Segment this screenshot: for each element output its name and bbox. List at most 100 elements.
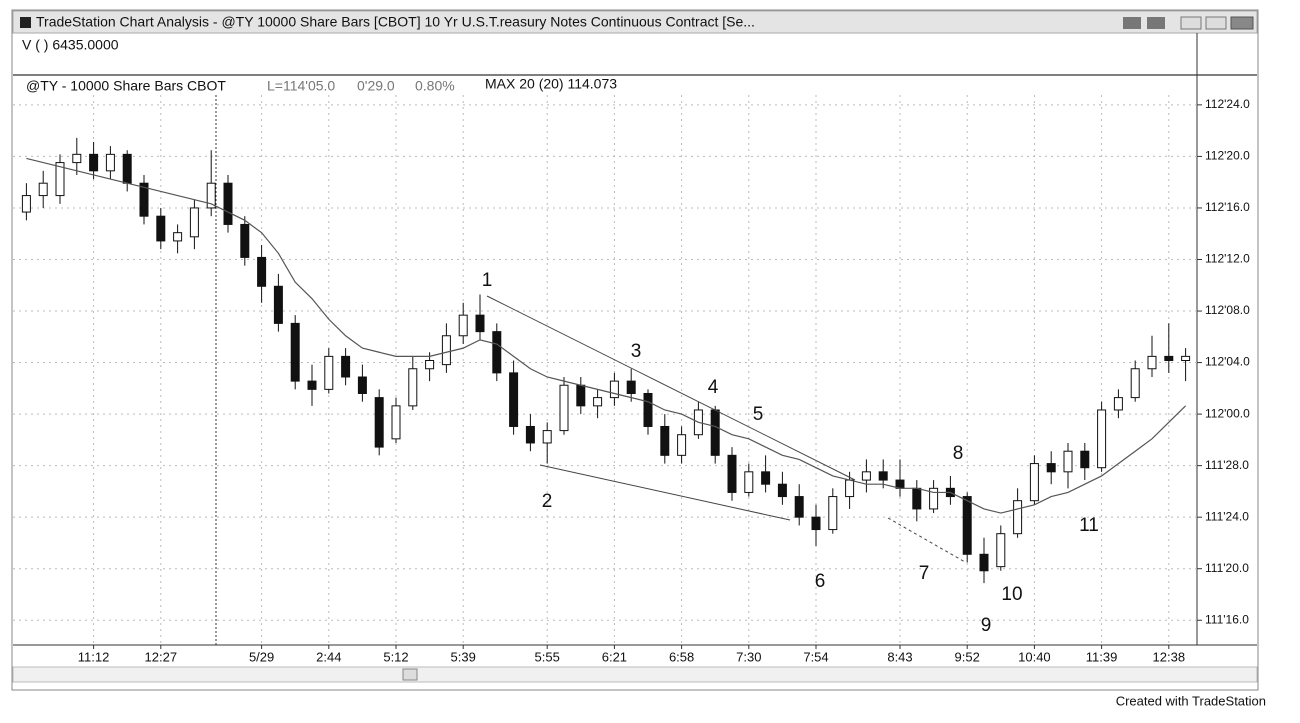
candle-body: [240, 223, 250, 258]
annotation: 7: [919, 563, 930, 584]
x-tick-label: 7:54: [803, 649, 828, 664]
candle-body: [189, 207, 199, 238]
window-frame: [11, 9, 1259, 691]
candle-body: [391, 405, 401, 440]
candle-body: [1113, 397, 1123, 411]
candle-body: [290, 322, 300, 382]
candle-body: [509, 372, 519, 427]
volume-label: V ( ) 6435.0000: [22, 37, 119, 53]
trend-line: [887, 517, 966, 563]
candle-body: [122, 153, 132, 184]
candle-body: [341, 355, 351, 378]
annotation: 11: [1079, 515, 1099, 536]
candle-body: [425, 360, 435, 370]
annotation: 4: [708, 377, 719, 398]
candle-body: [996, 533, 1006, 568]
candle-body: [576, 384, 586, 407]
candle-body: [609, 380, 619, 399]
candle-body: [374, 397, 384, 448]
annotation: 9: [981, 615, 992, 636]
x-tick-label: 7:30: [736, 649, 761, 664]
x-tick-label: 5:12: [383, 649, 408, 664]
annotation: 6: [815, 571, 826, 592]
candle-body: [861, 471, 871, 481]
candle-body: [1013, 500, 1023, 535]
scroll-thumb[interactable]: [402, 668, 418, 681]
candle-body: [1147, 355, 1157, 370]
candle-body: [593, 397, 603, 407]
scrollbar[interactable]: [12, 666, 1258, 683]
x-tick-label: 5:39: [451, 649, 476, 664]
footer: Created with TradeStation: [1116, 693, 1266, 708]
last-price: L=114'05.0: [267, 78, 335, 94]
candle-body: [542, 430, 552, 444]
candle-body: [1029, 463, 1039, 502]
candle-body: [139, 182, 149, 217]
plot: 111'16.0 111'20.0 111'24.0 111'28.0 112'00.0…: [13, 95, 1250, 664]
x-tick-label: 6:58: [669, 649, 694, 664]
candle-body: [105, 153, 115, 172]
button[interactable]: [1123, 17, 1141, 29]
candle-body: [878, 471, 888, 481]
candle-body: [710, 409, 720, 456]
close[interactable]: [1230, 16, 1254, 30]
window-buttons[interactable]: [1123, 16, 1254, 30]
candle-body: [223, 182, 233, 225]
annotation: 10: [1001, 584, 1022, 605]
annotation: 1: [482, 270, 493, 291]
candle-body: [811, 516, 821, 531]
x-tick-label: 5:55: [535, 649, 560, 664]
candle-body: [1080, 450, 1090, 469]
button[interactable]: [1147, 17, 1165, 29]
candle-body: [1097, 409, 1107, 469]
title-bar: [12, 10, 1258, 34]
candle-body: [1046, 463, 1056, 473]
candle-body: [660, 425, 670, 456]
candle-body: [794, 496, 804, 518]
y-tick-label: 112'08.0: [1205, 303, 1250, 317]
candle-body: [89, 153, 99, 172]
candle-body: [845, 479, 855, 498]
candle-body: [1181, 355, 1191, 361]
y-tick-label: 111'16.0: [1205, 612, 1249, 626]
candle-body: [72, 153, 82, 164]
candle-body: [357, 376, 367, 394]
maximize[interactable]: [1205, 16, 1227, 30]
x-tick-label: 9:52: [955, 649, 980, 664]
candle-body: [643, 392, 653, 427]
candle-body: [257, 256, 267, 287]
candle-body: [156, 215, 166, 242]
candle-body: [408, 368, 418, 407]
candle-body: [492, 331, 502, 374]
candle-body: [1130, 368, 1140, 399]
trend-line: [486, 295, 856, 481]
x-tick-label: 12:38: [1153, 649, 1186, 664]
y-tick-label: 112'20.0: [1205, 149, 1250, 163]
moving-average: [26, 157, 1187, 514]
candle-body: [173, 232, 183, 242]
annotation: 8: [953, 443, 964, 464]
candle-body: [458, 314, 468, 337]
study-label: MAX 20 (20) 114.073: [485, 76, 617, 92]
change: 0'29.0: [357, 78, 395, 94]
window-title: TradeStation Chart Analysis - @TY 10000 …: [36, 14, 755, 30]
candle-body: [273, 285, 283, 324]
candle-body: [21, 195, 31, 213]
y-tick-label: 112'00.0: [1205, 406, 1250, 420]
candle-body: [307, 380, 317, 390]
candle-body: [912, 487, 922, 510]
y-tick-label: 112'04.0: [1205, 355, 1250, 369]
candle-body: [761, 471, 771, 485]
x-tick-label: 11:12: [78, 649, 110, 664]
candle-body: [744, 471, 754, 493]
annotation: 3: [631, 341, 642, 362]
symbol-label: @TY - 10000 Share Bars CBOT: [26, 78, 226, 94]
x-tick-label: 10:40: [1018, 649, 1051, 664]
annotation: 5: [753, 404, 764, 425]
minimize[interactable]: [1180, 16, 1202, 30]
y-tick-label: 111'24.0: [1205, 509, 1249, 523]
x-tick-label: 2:44: [316, 649, 341, 664]
candle-body: [525, 425, 535, 444]
window-icon: [20, 17, 31, 28]
